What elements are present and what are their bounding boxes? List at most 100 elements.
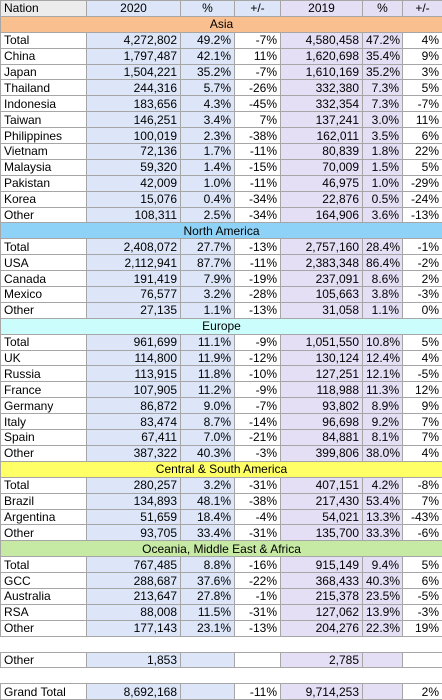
cell: 93,705 <box>86 524 181 542</box>
cell: 114,800 <box>86 349 181 367</box>
cell: 86.4% <box>362 254 403 272</box>
cell: Taiwan <box>0 111 87 129</box>
cell: RSA <box>0 603 87 621</box>
cell: GCC <box>0 572 87 589</box>
empty-cell <box>362 667 403 685</box>
table-row: Canada 191,419 7.9% -19% 237,091 8.6% 2% <box>0 270 442 288</box>
cell: 387,322 <box>86 444 181 462</box>
cell: 1.5% <box>362 158 403 176</box>
cell: 5% <box>402 79 442 97</box>
cell: 2,383,348 <box>280 254 363 272</box>
table-row: Central & South America <box>0 460 442 478</box>
cell: 11% <box>234 47 281 65</box>
cell: 332,380 <box>280 79 363 97</box>
cell: Pakistan <box>0 174 87 192</box>
table-row <box>0 635 442 653</box>
cell: -5% <box>402 587 442 605</box>
cell: 11.5% <box>180 603 235 621</box>
cell: -14% <box>234 413 281 431</box>
cell: 407,151 <box>280 476 363 494</box>
section-title: North America <box>0 222 442 240</box>
cell: 67,411 <box>86 429 181 446</box>
table-row: Japan 1,504,221 35.2% -7% 1,610,169 35.2% 3% <box>0 63 442 81</box>
cell: -3% <box>402 603 442 621</box>
cell: -13% <box>234 301 281 319</box>
cell: 118,988 <box>280 381 363 399</box>
cell: 35.4% <box>362 47 403 65</box>
cell: 12.1% <box>362 365 403 383</box>
cell: Other <box>0 206 87 224</box>
cell: 12% <box>402 381 442 399</box>
empty-cell <box>234 667 281 685</box>
cell: 127,062 <box>280 603 363 621</box>
cell: 915,149 <box>280 556 363 574</box>
cell: 76,577 <box>86 286 181 303</box>
cell: 7.3% <box>362 79 403 97</box>
cell: -13% <box>234 619 281 637</box>
cell: 35.2% <box>362 63 403 81</box>
cell: 137,241 <box>280 111 363 129</box>
cell: 961,699 <box>86 333 181 351</box>
row-label: Other <box>0 651 87 669</box>
cell: 2.5% <box>180 206 235 224</box>
cell: 399,806 <box>280 444 363 462</box>
table-row: RSA 88,008 11.5% -31% 127,062 13.9% -3% <box>0 603 442 621</box>
cell: 100,019 <box>86 127 181 145</box>
table-row: Pakistan 42,009 1.0% -11% 46,975 1.0% -29% <box>0 174 442 192</box>
table-row: Australia 213,647 27.8% -1% 215,378 23.5% -5% <box>0 587 442 605</box>
cell: -38% <box>234 492 281 510</box>
cell: 31,058 <box>280 301 363 319</box>
cell: 8.6% <box>362 270 403 288</box>
cell: Canada <box>0 270 87 288</box>
table-row: Total 767,485 8.8% -16% 915,149 9.4% 5% <box>0 556 442 574</box>
cell: 8,692,168 <box>86 683 181 700</box>
cell: -19% <box>234 270 281 288</box>
cell: 113,915 <box>86 365 181 383</box>
table-row: Total 280,257 3.2% -31% 407,151 4.2% -8% <box>0 476 442 494</box>
cell: 0.4% <box>180 190 235 208</box>
cell: 3% <box>402 63 442 81</box>
empty-cell <box>362 635 403 653</box>
cell: 84,881 <box>280 429 363 446</box>
cell: 2% <box>402 270 442 288</box>
cell: 96,698 <box>280 413 363 431</box>
cell: 3.5% <box>362 127 403 145</box>
cell: Spain <box>0 429 87 446</box>
table-row: Malaysia 59,320 1.4% -15% 70,009 1.5% 5% <box>0 158 442 176</box>
cell: 19% <box>402 619 442 637</box>
cell: -4% <box>234 508 281 526</box>
table-row: Korea 15,076 0.4% -34% 22,876 0.5% -24% <box>0 190 442 208</box>
cell: Total <box>0 31 87 49</box>
cell: 23.1% <box>180 619 235 637</box>
cell: 177,143 <box>86 619 181 637</box>
cell: 10.8% <box>362 333 403 351</box>
table-row: Total 4,272,802 49.2% -7% 4,580,458 47.2% 4% <box>0 31 442 49</box>
cell: 1,620,698 <box>280 47 363 65</box>
cell: Brazil <box>0 492 87 510</box>
cell: 22% <box>402 143 442 160</box>
cell: -26% <box>234 79 281 97</box>
cell: -38% <box>234 127 281 145</box>
cell: -22% <box>234 572 281 589</box>
empty-cell <box>362 651 403 669</box>
table-row: Mexico 76,577 3.2% -28% 105,663 3.8% -3% <box>0 286 442 303</box>
cell: -13% <box>402 206 442 224</box>
cell: Other <box>0 524 87 542</box>
table-row: USA 2,112,941 87.7% -11% 2,383,348 86.4% -2% <box>0 254 442 272</box>
cell: Australia <box>0 587 87 605</box>
empty-cell <box>234 651 281 669</box>
cell: 105,663 <box>280 286 363 303</box>
cell: Other <box>0 301 87 319</box>
cell: 28.4% <box>362 238 403 256</box>
empty-cell <box>0 667 87 685</box>
cell: 35.2% <box>180 63 235 81</box>
cell: 2,408,072 <box>86 238 181 256</box>
cell: -2% <box>402 254 442 272</box>
cell: 22.3% <box>362 619 403 637</box>
cell: -10% <box>234 365 281 383</box>
cell: 7.0% <box>180 429 235 446</box>
cell: Other <box>0 444 87 462</box>
cell: 2,785 <box>280 651 363 669</box>
table-row: Other 1,853 2,785 <box>0 651 442 669</box>
